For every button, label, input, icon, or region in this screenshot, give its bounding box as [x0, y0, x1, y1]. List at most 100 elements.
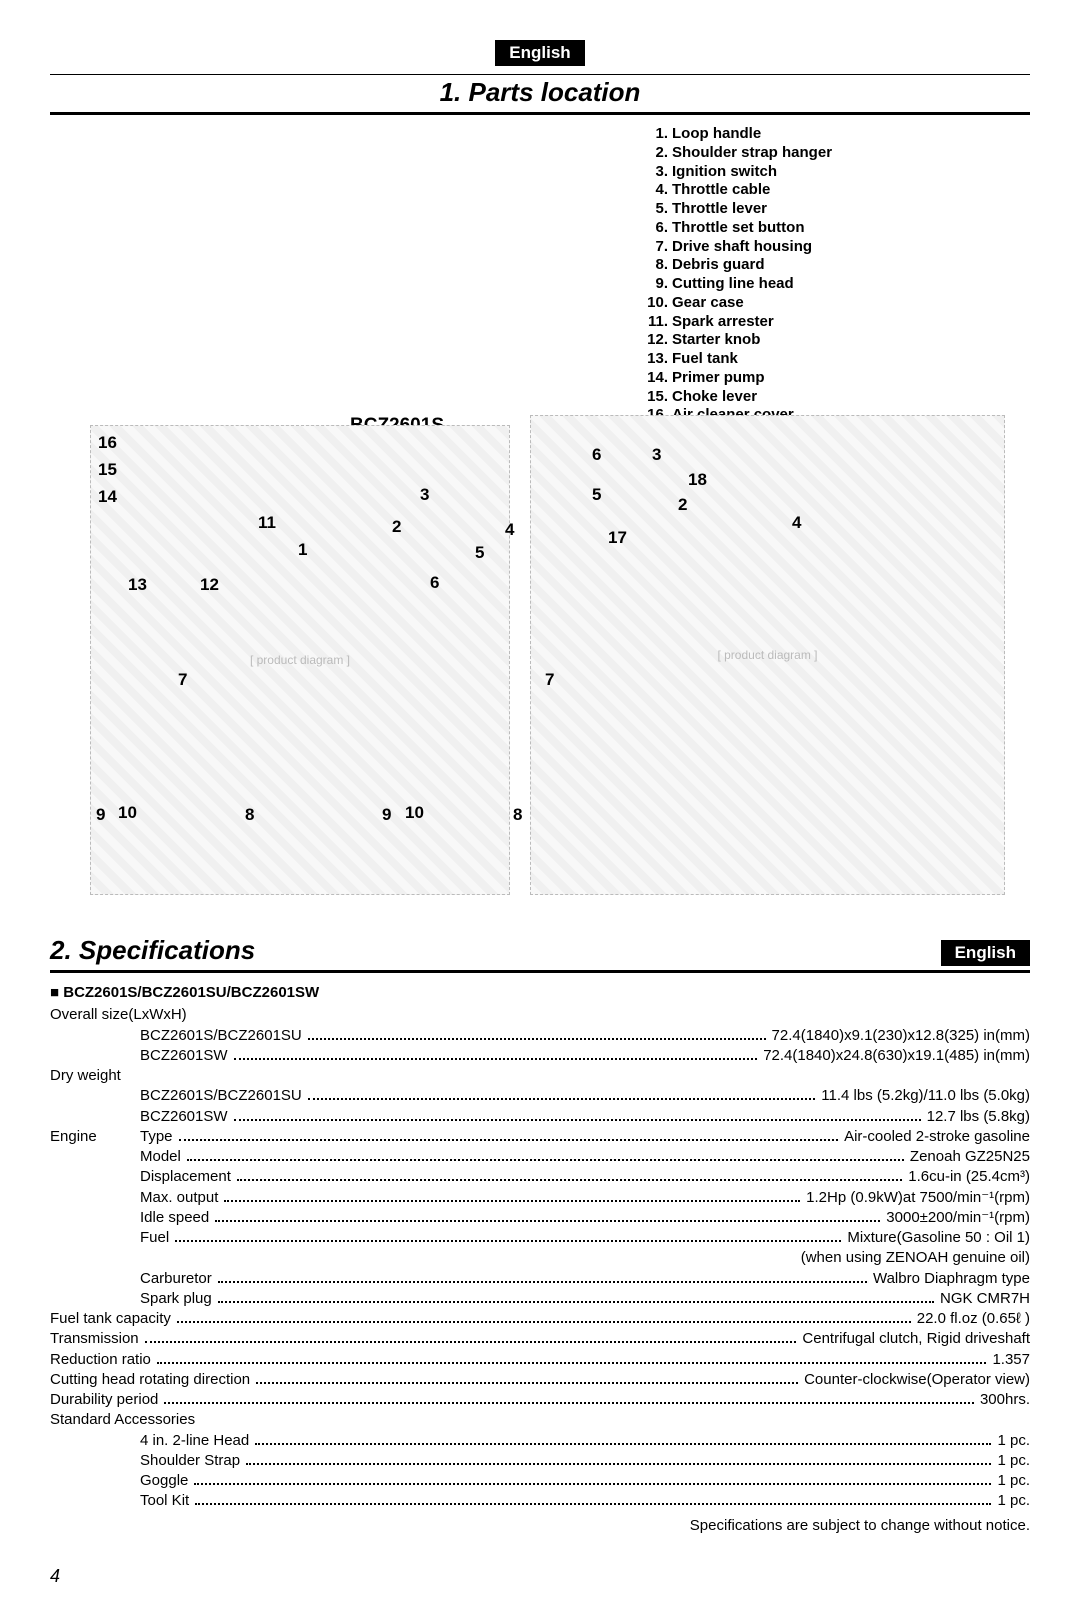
- spec-value: NGK CMR7H: [940, 1289, 1030, 1309]
- dots: [157, 1352, 987, 1363]
- spec-line: BCZ2601SW12.7 lbs (5.8kg): [50, 1107, 1030, 1127]
- callout: 12: [200, 575, 219, 595]
- spec-value: 1.357: [992, 1350, 1030, 1370]
- parts-list-item: 3.Ignition switch: [640, 163, 832, 182]
- dots: [187, 1150, 904, 1161]
- parts-list-num: 3.: [640, 163, 668, 182]
- section2-title: 2. Specifications: [50, 935, 255, 966]
- parts-list-label: Primer pump: [672, 369, 765, 388]
- dots: [215, 1211, 880, 1222]
- spec-value: Mixture(Gasoline 50 : Oil 1): [847, 1228, 1030, 1248]
- callout: 4: [792, 513, 801, 533]
- dots: [164, 1393, 974, 1404]
- parts-list-num: 14.: [640, 369, 668, 388]
- spec-value: 72.4(1840)x9.1(230)x12.8(325) in(mm): [772, 1026, 1030, 1046]
- callout: 17: [608, 528, 627, 548]
- spec-line: 4 in. 2-line Head1 pc.: [50, 1431, 1030, 1451]
- callout: 6: [592, 445, 601, 465]
- callout: 7: [178, 670, 187, 690]
- parts-list-num: 9.: [640, 275, 668, 294]
- callout: 9: [96, 805, 105, 825]
- spec-line: Displacement1.6cu-in (25.4cm³): [50, 1167, 1030, 1187]
- spec-label: BCZ2601SW: [140, 1046, 228, 1066]
- parts-list-num: 13.: [640, 350, 668, 369]
- spec-line: Spark plugNGK CMR7H: [50, 1289, 1030, 1309]
- callout: 6: [430, 573, 439, 593]
- parts-list-label: Shoulder strap hanger: [672, 144, 832, 163]
- callout: 8: [513, 805, 522, 825]
- dots: [308, 1028, 766, 1039]
- diagram-left-placeholder: [ product diagram ]: [90, 425, 510, 895]
- parts-list-label: Drive shaft housing: [672, 238, 812, 257]
- parts-list-num: 1.: [640, 125, 668, 144]
- parts-list-item: 10.Gear case: [640, 294, 832, 313]
- parts-list-label: Throttle cable: [672, 181, 770, 200]
- callout: 1: [298, 540, 307, 560]
- spec-line: BCZ2601S/BCZ2601SU 72.4(1840)x9.1(230)x12…: [50, 1026, 1030, 1046]
- parts-list-label: Ignition switch: [672, 163, 777, 182]
- parts-list-item: 11.Spark arrester: [640, 313, 832, 332]
- dots: [246, 1454, 991, 1465]
- callout: 9: [382, 805, 391, 825]
- spec-line: FuelMixture(Gasoline 50 : Oil 1): [50, 1228, 1030, 1248]
- dots: [224, 1190, 800, 1201]
- callout: 10: [118, 803, 137, 823]
- parts-list-label: Spark arrester: [672, 313, 774, 332]
- parts-list-num: 11.: [640, 313, 668, 332]
- spec-line: Cutting head rotating directionCounter-c…: [50, 1370, 1030, 1390]
- parts-list-item: 9.Cutting line head: [640, 275, 832, 294]
- spec-value: 72.4(1840)x24.8(630)x19.1(485) in(mm): [763, 1046, 1030, 1066]
- callout: 15: [98, 460, 117, 480]
- spec-label: Reduction ratio: [50, 1350, 151, 1370]
- dots: [179, 1130, 839, 1141]
- parts-list-label: Throttle lever: [672, 200, 767, 219]
- parts-location-area: 1.Loop handle2.Shoulder strap hanger3.Ig…: [50, 125, 1030, 915]
- spec-engine-row: Engine Type Air-cooled 2-stroke gasoline: [50, 1127, 1030, 1147]
- parts-list-num: 6.: [640, 219, 668, 238]
- parts-list-num: 5.: [640, 200, 668, 219]
- dots: [218, 1292, 934, 1303]
- section1-title: 1. Parts location: [50, 74, 1030, 115]
- callout: 18: [688, 470, 707, 490]
- dots: [145, 1332, 797, 1343]
- spec-line: BCZ2601SW 72.4(1840)x24.8(630)x19.1(485) …: [50, 1046, 1030, 1066]
- parts-list-num: 10.: [640, 294, 668, 313]
- parts-list-num: 8.: [640, 256, 668, 275]
- parts-list-num: 15.: [640, 388, 668, 407]
- spec-label: Carburetor: [140, 1269, 212, 1289]
- spec-label: Durability period: [50, 1390, 158, 1410]
- parts-list-label: Choke lever: [672, 388, 757, 407]
- dots: [234, 1049, 758, 1060]
- spec-line: Goggle1 pc.: [50, 1471, 1030, 1491]
- spec-line: Tool Kit1 pc.: [50, 1491, 1030, 1511]
- callout: 3: [652, 445, 661, 465]
- parts-list-label: Loop handle: [672, 125, 761, 144]
- parts-list-label: Fuel tank: [672, 350, 738, 369]
- spec-value: 22.0 fl.oz (0.65ℓ ): [917, 1309, 1030, 1329]
- callout: 2: [678, 495, 687, 515]
- spec-value: 300hrs.: [980, 1390, 1030, 1410]
- specifications: BCZ2601S/BCZ2601SU/BCZ2601SW Overall siz…: [50, 983, 1030, 1536]
- parts-list-item: 2.Shoulder strap hanger: [640, 144, 832, 163]
- callout: 14: [98, 487, 117, 507]
- parts-list-label: Debris guard: [672, 256, 765, 275]
- dots: [195, 1494, 991, 1505]
- spec-label: Fuel tank capacity: [50, 1309, 171, 1329]
- callout: 13: [128, 575, 147, 595]
- spec-line: CarburetorWalbro Diaphragm type: [50, 1269, 1030, 1289]
- spec-label: BCZ2601S/BCZ2601SU: [140, 1026, 302, 1046]
- spec-line: Max. output1.2Hp (0.9kW)at 7500/min⁻¹(rp…: [50, 1188, 1030, 1208]
- spec-value: 3000±200/min⁻¹(rpm): [886, 1208, 1030, 1228]
- spec-line: Durability period 300hrs.: [50, 1390, 1030, 1410]
- spec-overall-size-label: Overall size(LxWxH): [50, 1005, 1030, 1025]
- callout: 2: [392, 517, 401, 537]
- callout: 16: [98, 433, 117, 453]
- spec-value: 1 pc.: [997, 1451, 1030, 1471]
- spec-line: ModelZenoah GZ25N25: [50, 1147, 1030, 1167]
- parts-list-item: 14.Primer pump: [640, 369, 832, 388]
- callout: 11: [258, 513, 276, 533]
- parts-list-item: 7.Drive shaft housing: [640, 238, 832, 257]
- parts-list-num: 2.: [640, 144, 668, 163]
- spec-dry-weight-label: Dry weight: [50, 1066, 1030, 1086]
- parts-list-num: 7.: [640, 238, 668, 257]
